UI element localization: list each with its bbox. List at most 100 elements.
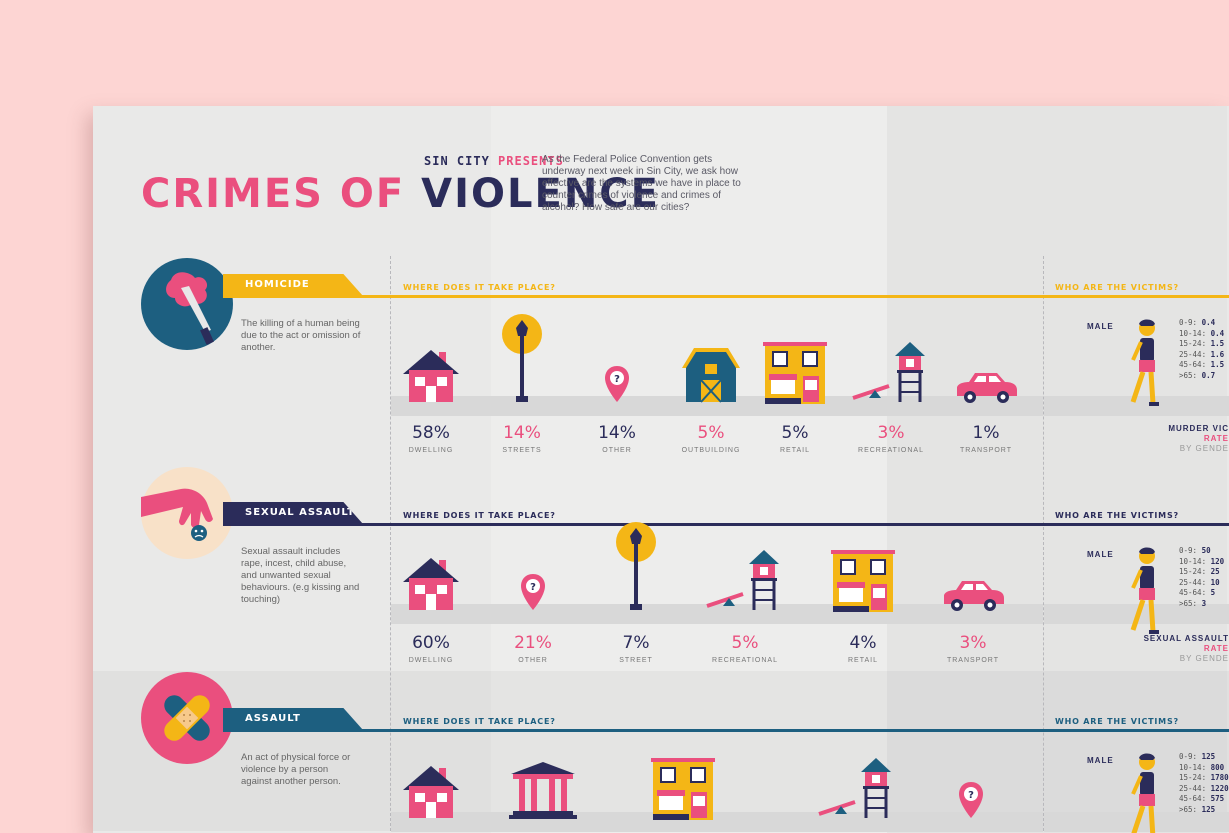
place-percentage: 4%: [849, 633, 877, 653]
house-icon: [401, 346, 461, 409]
barn-icon: [680, 342, 742, 409]
place-percentage: 7%: [622, 633, 650, 653]
place-label: RETAIL: [780, 447, 810, 454]
place-percentage: 5%: [781, 423, 809, 443]
walking-person-icon: [1125, 752, 1165, 833]
house-icon: [401, 762, 461, 825]
svg-text:?: ?: [614, 374, 620, 385]
section-description: The killing of a human being due to the …: [241, 318, 361, 353]
who-label: WHO ARE THE VICTIMS?: [1055, 283, 1179, 292]
page-title: CRIMES OF VIOLENCE: [141, 171, 660, 217]
age-row: >65: 3: [1179, 598, 1207, 608]
section-banner: HOMICIDE: [223, 274, 363, 296]
section-description: Sexual assault includes rape, incest, ch…: [241, 546, 360, 605]
place-label: RECREATIONAL: [712, 657, 778, 664]
where-label: WHERE DOES IT TAKE PLACE?: [403, 511, 556, 520]
place-label: STREETS: [502, 447, 542, 454]
car-icon: [953, 370, 1019, 409]
place-percentage: 60%: [412, 633, 450, 653]
section-banner: ASSAULT: [223, 708, 363, 730]
infographic-poster: SIN CITY PRESENTS CRIMES OF VIOLENCE As …: [93, 106, 1229, 833]
svg-text:?: ?: [530, 582, 536, 593]
playground-icon: [705, 548, 785, 617]
ground-strip: [391, 396, 1043, 416]
streetlamp-icon: [500, 314, 544, 409]
column-divider: [1043, 256, 1044, 831]
location-pin-icon: ?: [957, 780, 985, 825]
place-percentage: 1%: [972, 423, 1000, 443]
brand-line: SIN CITY PRESENTS: [424, 154, 564, 168]
age-row: 10-14: 120: [1179, 556, 1225, 566]
age-row: >65: 125: [1179, 804, 1216, 814]
place-label: OTHER: [518, 657, 548, 664]
place-label: DWELLING: [408, 657, 454, 664]
age-breakdown: 0-9: 0.4 10-14: 0.4 15-24: 1.5 25-44: 1.6 45…: [1179, 318, 1224, 381]
house-icon: [401, 554, 461, 617]
courthouse-icon: [509, 760, 577, 825]
age-row: 0-9: 0.4: [1179, 318, 1216, 327]
age-row: 25-44: 1.6: [1179, 349, 1225, 359]
gender-label: MALE: [1087, 550, 1114, 559]
place-label: RECREATIONAL: [858, 447, 924, 454]
gender-label: MALE: [1087, 756, 1114, 765]
age-breakdown: 0-9: 125 10-14: 800 15-24: 1780 25-44: 1220…: [1179, 752, 1229, 815]
age-row: 45-64: 1.5: [1179, 360, 1225, 369]
section-description: An act of physical force or violence by …: [241, 752, 351, 787]
shop-icon: [763, 342, 827, 409]
bandage-icon: [141, 672, 233, 769]
who-label: WHO ARE THE VICTIMS?: [1055, 717, 1179, 726]
place-label: DWELLING: [408, 447, 454, 454]
location-pin-icon: ?: [519, 572, 547, 617]
ground-strip: [391, 812, 1043, 832]
age-row: 10-14: 0.4: [1179, 328, 1225, 338]
section-rule: [223, 295, 1229, 298]
playground-icon: [851, 340, 931, 409]
place-percentage: 58%: [412, 423, 450, 443]
age-row: 0-9: 50: [1179, 546, 1211, 555]
streetlamp-icon: [614, 522, 658, 617]
where-label: WHERE DOES IT TAKE PLACE?: [403, 717, 556, 726]
place-label: TRANSPORT: [946, 657, 1000, 664]
shop-icon: [651, 758, 715, 825]
walking-person-icon: [1125, 318, 1165, 415]
age-row: 10-14: 800: [1179, 762, 1225, 772]
fold-panel: [491, 106, 887, 833]
section-banner: SEXUAL ASSAULT: [223, 502, 363, 524]
intro-text: As the Federal Police Convention gets un…: [542, 154, 741, 213]
rate-caption: SEXUAL ASSAULT RATE BY GENDE: [1143, 634, 1229, 663]
who-label: WHO ARE THE VICTIMS?: [1055, 511, 1179, 520]
column-divider: [390, 256, 391, 831]
age-row: 45-64: 575: [1179, 794, 1225, 803]
car-icon: [940, 578, 1006, 617]
grabbing-hand-icon: [141, 467, 233, 564]
age-row: 15-24: 1780: [1179, 773, 1229, 782]
gender-label: MALE: [1087, 322, 1114, 331]
age-row: 15-24: 1.5: [1179, 339, 1225, 348]
place-percentage: 3%: [877, 423, 905, 443]
knife-icon: [141, 258, 233, 355]
place-percentage: 14%: [598, 423, 636, 443]
section-rule: [223, 729, 1229, 732]
place-label: OUTBUILDING: [681, 447, 741, 454]
walking-person-icon: [1125, 546, 1165, 643]
age-row: 45-64: 5: [1179, 588, 1216, 597]
location-pin-icon: ?: [603, 364, 631, 409]
where-label: WHERE DOES IT TAKE PLACE?: [403, 283, 556, 292]
place-percentage: 14%: [503, 423, 541, 443]
place-percentage: 3%: [959, 633, 987, 653]
place-label: OTHER: [602, 447, 632, 454]
age-row: >65: 0.7: [1179, 370, 1216, 380]
rate-caption: MURDER VIC RATE BY GENDE: [1168, 424, 1229, 453]
place-percentage: 21%: [514, 633, 552, 653]
place-percentage: 5%: [697, 423, 725, 443]
age-row: 25-44: 1220: [1179, 783, 1229, 793]
ground-strip: [1044, 396, 1229, 416]
age-row: 0-9: 125: [1179, 752, 1216, 761]
place-percentage: 5%: [731, 633, 759, 653]
age-row: 25-44: 10: [1179, 577, 1220, 587]
svg-text:?: ?: [968, 790, 974, 801]
section-rule: [223, 523, 1229, 526]
place-label: RETAIL: [848, 657, 878, 664]
age-row: 15-24: 25: [1179, 567, 1220, 576]
